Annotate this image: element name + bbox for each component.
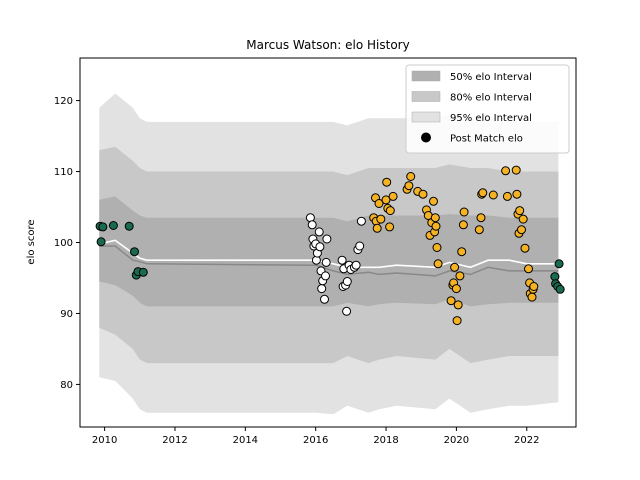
legend: 50% elo Interval 80% elo Interval 95% elo … <box>405 64 570 154</box>
legend-swatch <box>411 111 441 123</box>
post-match-point <box>98 222 108 232</box>
post-match-point <box>351 260 361 270</box>
post-match-point <box>432 243 442 252</box>
y-tick-label: 120 <box>54 96 73 107</box>
post-match-point <box>431 221 441 231</box>
post-match-point <box>342 306 352 316</box>
post-match-point <box>96 237 106 247</box>
post-match-point <box>356 216 366 226</box>
x-tick-label: 2022 <box>514 435 539 446</box>
post-match-point <box>374 199 384 208</box>
post-match-point <box>518 214 528 224</box>
x-tick-label: 2016 <box>303 435 328 446</box>
post-match-point <box>337 255 347 265</box>
post-match-point <box>450 262 460 272</box>
legend-marker <box>421 132 431 143</box>
interval-lines <box>99 239 559 277</box>
post-match-point <box>307 220 317 230</box>
post-match-point <box>451 284 461 294</box>
post-match-point <box>376 214 386 224</box>
post-match-point <box>476 213 486 223</box>
post-match-point <box>457 247 467 257</box>
legend-box <box>405 64 570 154</box>
y-tick-label: 110 <box>54 167 73 178</box>
post-match-point <box>385 222 395 232</box>
legend-label: 95% elo Interval <box>450 113 532 124</box>
post-match-point <box>517 225 526 235</box>
post-match-point <box>459 207 469 217</box>
lower-elo-line <box>99 245 559 277</box>
legend-swatch <box>411 91 441 102</box>
post-match-points <box>95 165 565 326</box>
post-match-point <box>315 242 325 252</box>
y-axis-ticks: 80 90 100 110 120 <box>54 96 80 391</box>
x-tick-label: 2010 <box>92 435 117 446</box>
y-tick-label: 90 <box>60 309 73 320</box>
post-match-point <box>317 284 327 294</box>
post-match-point <box>382 177 392 187</box>
y-tick-label: 80 <box>60 380 73 391</box>
post-match-point <box>355 241 365 251</box>
post-match-point <box>520 243 530 253</box>
post-match-point <box>321 257 331 267</box>
post-match-point <box>130 247 139 257</box>
y-tick-label: 100 <box>54 238 73 249</box>
x-tick-label: 2020 <box>444 435 469 446</box>
band-50 <box>99 196 559 307</box>
post-match-point <box>501 166 511 176</box>
post-match-point <box>452 316 462 326</box>
post-match-point <box>524 264 533 274</box>
post-match-point <box>446 296 456 306</box>
post-match-point <box>430 213 440 223</box>
chart-title: Marcus Watson: elo History <box>246 38 409 52</box>
post-match-point <box>554 259 564 269</box>
post-match-point <box>474 225 484 235</box>
post-match-point <box>502 191 512 201</box>
post-match-point <box>555 284 565 294</box>
post-match-point <box>314 227 324 237</box>
median-elo-line <box>99 239 559 269</box>
post-match-point <box>478 188 488 198</box>
x-axis-ticks: 2010 2012 2014 2016 2018 2020 2022 <box>92 427 539 446</box>
post-match-point <box>433 259 443 269</box>
post-match-point <box>372 223 382 233</box>
post-match-point <box>458 220 468 230</box>
x-tick-label: 2018 <box>373 435 398 446</box>
post-match-point <box>429 196 438 206</box>
legend-label: 50% elo Interval <box>450 72 532 83</box>
legend-label: Post Match elo <box>450 134 523 145</box>
interval-bands <box>99 93 559 415</box>
post-match-point <box>515 206 525 216</box>
y-axis-label: elo score <box>26 219 37 264</box>
post-match-point <box>406 172 416 181</box>
post-match-point <box>342 277 352 286</box>
post-match-point <box>381 195 391 205</box>
x-tick-label: 2014 <box>233 435 258 446</box>
post-match-point <box>138 267 148 277</box>
post-match-point <box>529 282 539 291</box>
post-match-point <box>455 271 465 281</box>
post-match-point <box>527 292 537 302</box>
post-match-point <box>488 190 498 200</box>
post-match-point <box>418 189 428 199</box>
post-match-point <box>512 189 522 199</box>
post-match-point <box>108 221 118 230</box>
post-match-point <box>321 271 330 281</box>
legend-swatch <box>411 70 441 82</box>
post-match-point <box>404 181 414 191</box>
x-tick-label: 2012 <box>162 435 187 446</box>
post-match-point <box>320 294 329 304</box>
post-match-point <box>124 221 134 231</box>
post-match-point <box>388 191 398 201</box>
legend-label: 80% elo Interval <box>450 93 532 104</box>
post-match-point <box>385 206 395 216</box>
post-match-point <box>511 165 521 175</box>
post-match-point <box>453 300 463 310</box>
post-match-point <box>322 234 332 244</box>
